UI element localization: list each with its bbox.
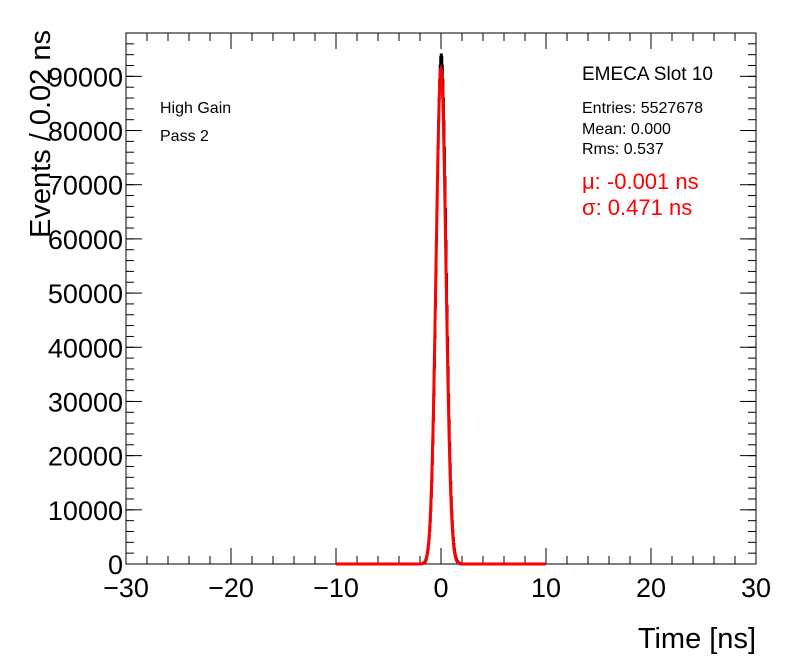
- y-tick-label: 70000: [48, 171, 123, 201]
- entries-stat: Entries: 5527678: [582, 100, 703, 117]
- y-axis-title: Events / 0.02 ns: [25, 30, 57, 238]
- x-axis-title: Time [ns]: [638, 623, 756, 655]
- y-tick-label: 40000: [48, 333, 123, 363]
- pass-label: Pass 2: [160, 128, 209, 145]
- x-tick-label: 10: [531, 573, 561, 603]
- x-tick-label: 0: [433, 573, 448, 603]
- y-tick-label: 90000: [48, 62, 123, 92]
- y-tick-label: 0: [108, 550, 123, 580]
- y-tick-label: 10000: [48, 496, 123, 526]
- y-tick-label: 80000: [48, 117, 123, 147]
- y-tick-label: 30000: [48, 387, 123, 417]
- x-tick-label: −20: [208, 573, 254, 603]
- fit-sigma: σ: 0.471 ns: [582, 195, 692, 220]
- axis-ticks: [125, 32, 757, 565]
- gain-label: High Gain: [160, 100, 231, 117]
- mean-stat: Mean: 0.000: [582, 121, 671, 138]
- x-tick-label: −30: [103, 573, 149, 603]
- y-tick-label: 20000: [48, 442, 123, 472]
- slot-title: EMECA Slot 10: [582, 64, 713, 85]
- histogram-series: [419, 53, 464, 566]
- x-tick-labels: −30 −20 −10 0 10 20 30: [103, 573, 771, 603]
- y-tick-labels: 0 10000 20000 30000 40000 50000 60000 70000 8000…: [48, 62, 123, 580]
- y-tick-label: 50000: [48, 279, 123, 309]
- y-tick-label: 60000: [48, 225, 123, 255]
- gaussian-fit-curve: [336, 64, 546, 566]
- fit-mu: μ: -0.001 ns: [582, 169, 699, 194]
- x-tick-label: −10: [313, 573, 359, 603]
- rms-stat: Rms: 0.537: [582, 141, 664, 158]
- x-tick-label: 20: [636, 573, 666, 603]
- x-tick-label: 30: [741, 573, 771, 603]
